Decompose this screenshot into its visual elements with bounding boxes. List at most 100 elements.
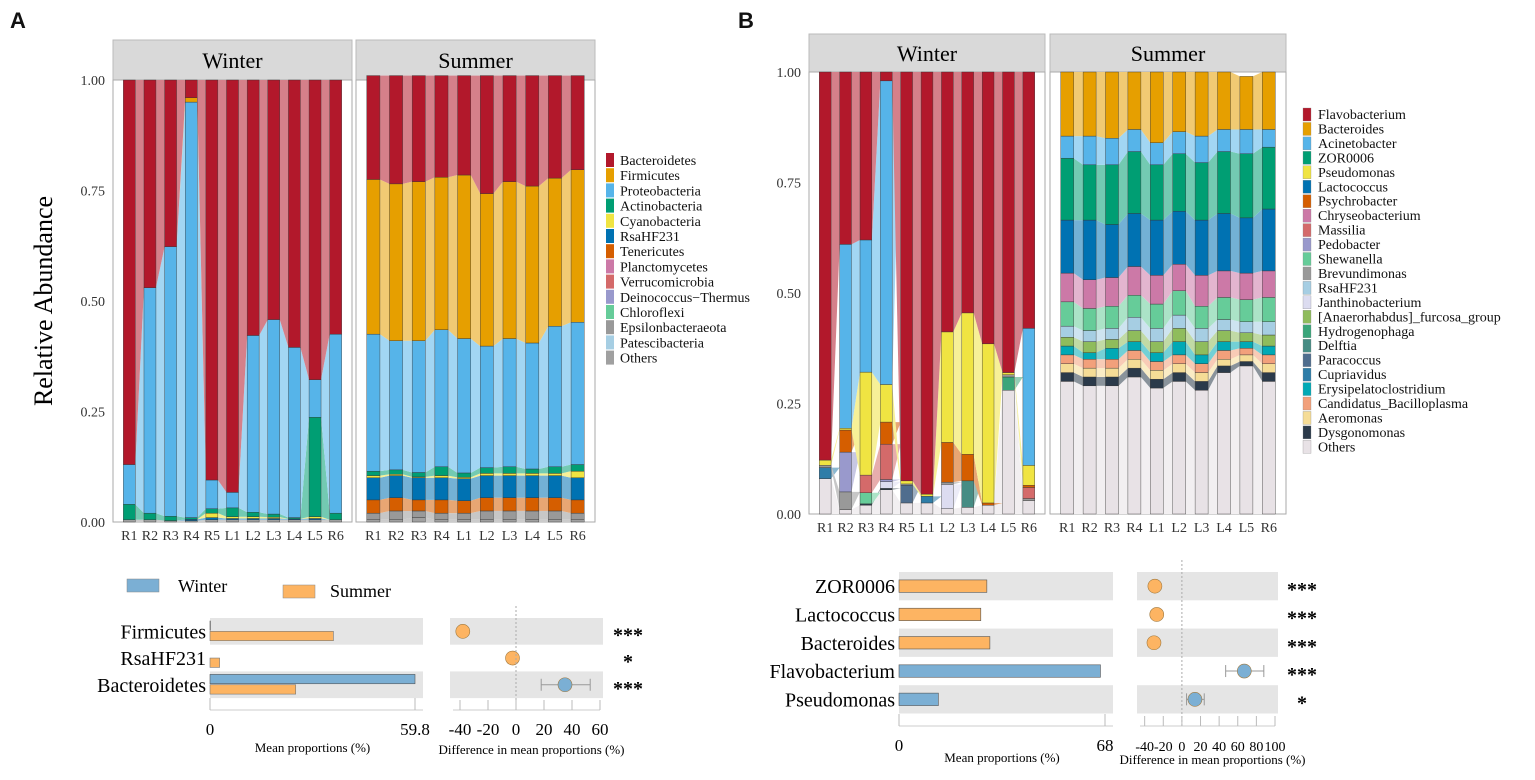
a-stamp-diff-tick-label: 40 <box>564 720 581 739</box>
a-bar-segment <box>548 519 562 523</box>
b-bar-segment <box>1262 381 1276 515</box>
b-bar-segment <box>1239 361 1254 367</box>
a-flow-band <box>321 518 330 520</box>
b-flow-band <box>1208 359 1218 382</box>
a-bar-segment <box>366 75 381 180</box>
a-flow-band <box>217 480 227 509</box>
b-legend-label: Pseudomonas <box>1318 166 1395 181</box>
b-flow-band <box>1208 365 1218 391</box>
a-y-tick-label: 0.50 <box>81 295 106 310</box>
b-x-tick-label: L2 <box>1171 521 1187 536</box>
b-flow-band <box>912 485 922 503</box>
b-stamp-significance-label: *** <box>1287 607 1317 629</box>
a-y-tick-label: 0.25 <box>81 406 106 421</box>
b-bar-segment <box>1239 354 1254 362</box>
a-stamp-mean-axis-label: Mean proportions (%) <box>255 740 371 755</box>
b-stamp-category-label: ZOR0006 <box>815 576 895 598</box>
a-bar-segment <box>570 464 585 472</box>
b-bar-segment <box>1194 306 1209 329</box>
b-stamp-bar-winter <box>898 664 1101 678</box>
b-flow-band <box>1118 129 1128 165</box>
a-bar-segment <box>457 512 471 520</box>
a-bar-segment <box>288 79 301 348</box>
a-stamp-bar-summer <box>209 657 220 668</box>
a-stamp-diff-point <box>455 624 471 639</box>
a-flow-band <box>259 319 268 515</box>
b-bar-segment <box>981 343 995 504</box>
b-flow-band <box>1230 151 1240 218</box>
a-flow-band <box>197 519 206 522</box>
a-flow-band <box>516 473 526 476</box>
b-flow-band <box>1118 266 1128 307</box>
b-stamp-diff-tick-label: 100 <box>1265 740 1286 755</box>
a-legend-swatch <box>606 305 614 319</box>
a-stamp-diff-tick-label: 20 <box>536 720 553 739</box>
a-x-tick-label: R2 <box>142 529 158 544</box>
a-bar-segment <box>143 519 157 523</box>
b-flow-band <box>1096 306 1106 331</box>
a-flow-band <box>516 338 526 469</box>
a-flow-band <box>516 497 526 511</box>
b-bar-segment <box>839 428 852 431</box>
b-flow-band <box>1208 129 1218 163</box>
b-flow-band <box>993 72 1003 373</box>
b-flow-band <box>1140 129 1151 165</box>
b-flow-band <box>1230 319 1240 333</box>
a-bar-segment <box>205 79 219 481</box>
b-flow-band <box>1208 213 1218 276</box>
b-bar-segment <box>1082 308 1097 331</box>
b-flow-band <box>1140 317 1151 342</box>
a-flow-band <box>176 97 186 247</box>
b-legend-swatch <box>1302 180 1312 194</box>
b-legend-swatch <box>1302 151 1312 165</box>
a-x-tick-label: L4 <box>287 529 303 544</box>
b-bar-segment <box>1060 301 1074 327</box>
a-bar-segment <box>525 185 540 344</box>
b-x-tick-label: R1 <box>1059 521 1075 536</box>
b-bar-segment <box>1194 381 1209 391</box>
b-bar-segment <box>1262 321 1276 336</box>
a-flow-band <box>470 519 481 522</box>
b-flow-band <box>1073 326 1084 342</box>
a-flow-band <box>425 477 435 500</box>
b-bar-segment <box>1262 345 1276 356</box>
b-bar-segment <box>1022 71 1035 329</box>
a-legend-swatch <box>606 289 614 304</box>
b-flow-band <box>953 507 962 514</box>
b-flow-band <box>1073 72 1084 137</box>
a-legend-swatch <box>606 229 614 243</box>
a-flow-band <box>197 102 206 518</box>
a-flow-band <box>470 510 481 520</box>
b-flow-band <box>932 502 942 514</box>
b-x-tick-label: L2 <box>940 521 956 536</box>
b-y-tick-label: 0.75 <box>777 177 802 192</box>
a-flow-band <box>155 513 165 521</box>
a-flow-band <box>538 473 549 476</box>
b-flow-band <box>993 343 1003 503</box>
b-bar-segment <box>1217 330 1231 342</box>
a-bar-segment <box>570 519 585 523</box>
b-legend-swatch <box>1302 382 1312 396</box>
a-legend-swatch <box>606 153 614 167</box>
b-bar-segment <box>1150 361 1164 371</box>
a-bar-segment <box>267 513 280 518</box>
a-flow-band <box>448 466 458 478</box>
b-legend-label: Paracoccus <box>1318 354 1381 369</box>
a-x-tick-label: R1 <box>121 529 137 544</box>
b-bar-segment <box>1150 303 1164 329</box>
a-bar-segment <box>267 79 280 320</box>
a-bar-segment <box>329 512 342 520</box>
a-legend-label: Proteobacteria <box>620 184 702 199</box>
b-flow-band <box>871 372 881 476</box>
b-bar-segment <box>1082 359 1097 369</box>
a-flow-band <box>217 513 227 519</box>
a-bar-segment <box>143 512 157 520</box>
b-legend-label: Shewanella <box>1318 253 1383 268</box>
a-flow-band <box>379 334 390 472</box>
b-flow-band <box>1163 363 1173 380</box>
a-flow-band <box>238 80 248 493</box>
a-bar-segment <box>411 472 426 478</box>
b-bar-segment <box>1217 270 1231 298</box>
a-flow-band <box>238 507 248 517</box>
b-bar-segment <box>1262 208 1276 272</box>
